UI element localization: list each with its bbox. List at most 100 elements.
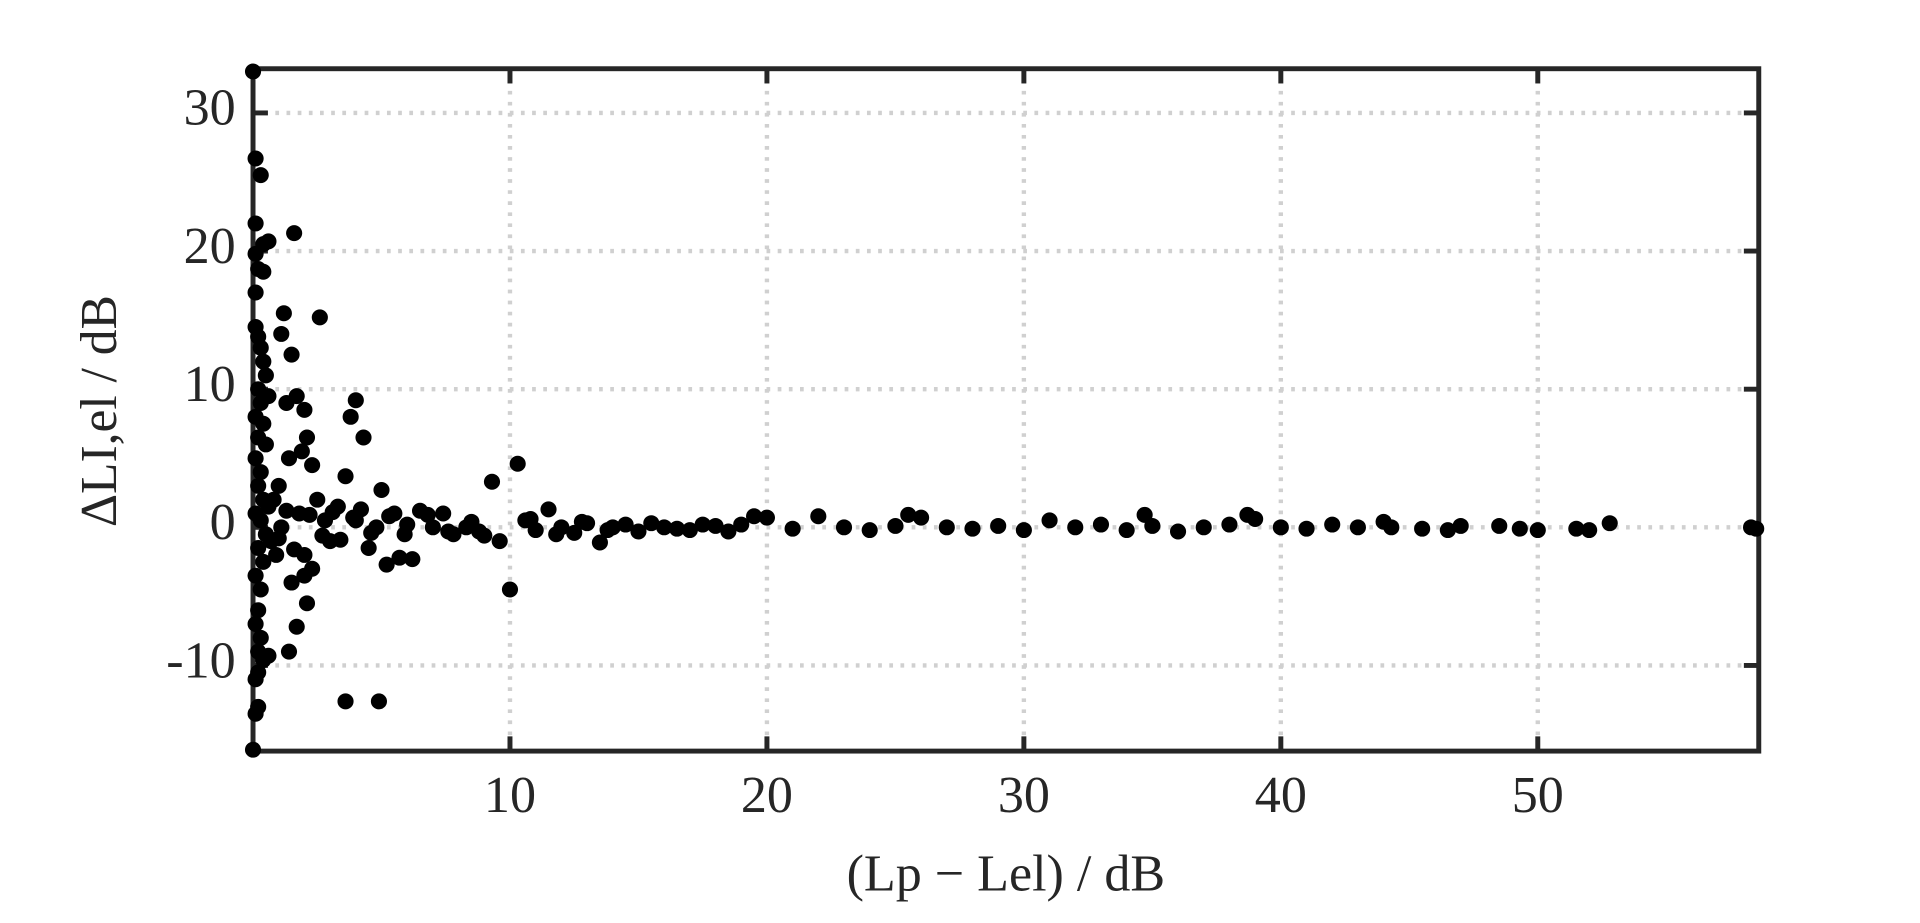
point <box>913 509 930 526</box>
point <box>247 705 264 722</box>
point <box>309 491 326 508</box>
point <box>314 527 331 544</box>
point <box>1581 522 1598 539</box>
point <box>491 533 508 550</box>
point <box>280 450 298 467</box>
point <box>244 63 262 80</box>
point <box>1414 520 1431 537</box>
point <box>1324 516 1341 533</box>
point <box>424 519 441 536</box>
point <box>304 457 321 474</box>
point <box>990 517 1007 534</box>
point <box>283 574 300 591</box>
point <box>668 520 686 537</box>
point <box>1221 516 1238 533</box>
point <box>247 215 264 232</box>
point <box>252 629 269 646</box>
point <box>250 602 267 619</box>
x-tick-label: 10 <box>484 767 536 824</box>
point <box>617 516 634 533</box>
point <box>396 526 413 543</box>
point <box>286 541 303 558</box>
point <box>599 522 616 539</box>
point <box>252 581 269 598</box>
point <box>378 556 395 573</box>
point <box>381 508 398 525</box>
point <box>720 523 737 540</box>
y-tick-label: 30 <box>184 80 236 137</box>
point <box>286 225 303 242</box>
y-axis-label: ΔLI,el / dB <box>71 295 128 527</box>
point <box>352 501 370 518</box>
point <box>681 522 698 539</box>
point <box>404 551 421 568</box>
point <box>656 519 673 536</box>
point <box>257 436 274 453</box>
point <box>247 616 264 632</box>
point <box>247 671 264 688</box>
point <box>1272 519 1289 536</box>
point <box>810 508 827 525</box>
point <box>373 482 390 499</box>
point <box>255 353 272 370</box>
point <box>252 464 269 481</box>
point <box>440 523 457 540</box>
point <box>835 519 853 536</box>
point <box>283 346 300 363</box>
point <box>260 647 277 664</box>
point <box>1491 517 1508 534</box>
x-tick-label: 50 <box>1512 767 1564 824</box>
point <box>1568 520 1585 537</box>
point <box>260 233 277 250</box>
point <box>1169 523 1187 540</box>
point <box>861 522 878 539</box>
point <box>363 524 380 541</box>
point <box>273 325 290 342</box>
point <box>1349 519 1366 536</box>
point <box>391 549 408 566</box>
point <box>540 501 557 518</box>
point <box>304 560 321 577</box>
point <box>643 515 660 532</box>
y-tick-label: 0 <box>210 494 236 551</box>
point <box>707 517 724 534</box>
point <box>1298 520 1315 537</box>
plot-frame <box>250 66 1762 754</box>
point <box>573 513 590 530</box>
point <box>483 473 501 490</box>
point <box>1748 520 1765 537</box>
point <box>247 245 264 262</box>
point <box>591 534 608 551</box>
point <box>250 540 267 557</box>
point <box>1529 522 1546 539</box>
point <box>252 512 269 529</box>
x-tick-label: 40 <box>1255 767 1307 824</box>
point <box>342 408 359 425</box>
point <box>298 429 316 446</box>
point <box>293 443 310 460</box>
point <box>964 520 981 537</box>
point <box>250 477 267 494</box>
x-tick-label: 30 <box>998 767 1050 824</box>
point <box>1601 515 1618 532</box>
point <box>476 527 493 544</box>
point <box>1195 519 1212 536</box>
point <box>1247 511 1264 528</box>
point <box>247 567 264 584</box>
point <box>758 509 775 526</box>
point <box>247 450 264 467</box>
point <box>1511 520 1528 537</box>
point <box>255 263 272 280</box>
point <box>360 540 377 557</box>
point <box>244 741 262 758</box>
point <box>332 531 349 548</box>
point <box>1041 512 1058 529</box>
point <box>1118 522 1135 539</box>
point <box>1144 517 1161 534</box>
point <box>298 595 316 612</box>
point <box>1439 522 1456 539</box>
point <box>337 693 354 710</box>
point <box>1092 516 1110 533</box>
point <box>288 618 305 635</box>
